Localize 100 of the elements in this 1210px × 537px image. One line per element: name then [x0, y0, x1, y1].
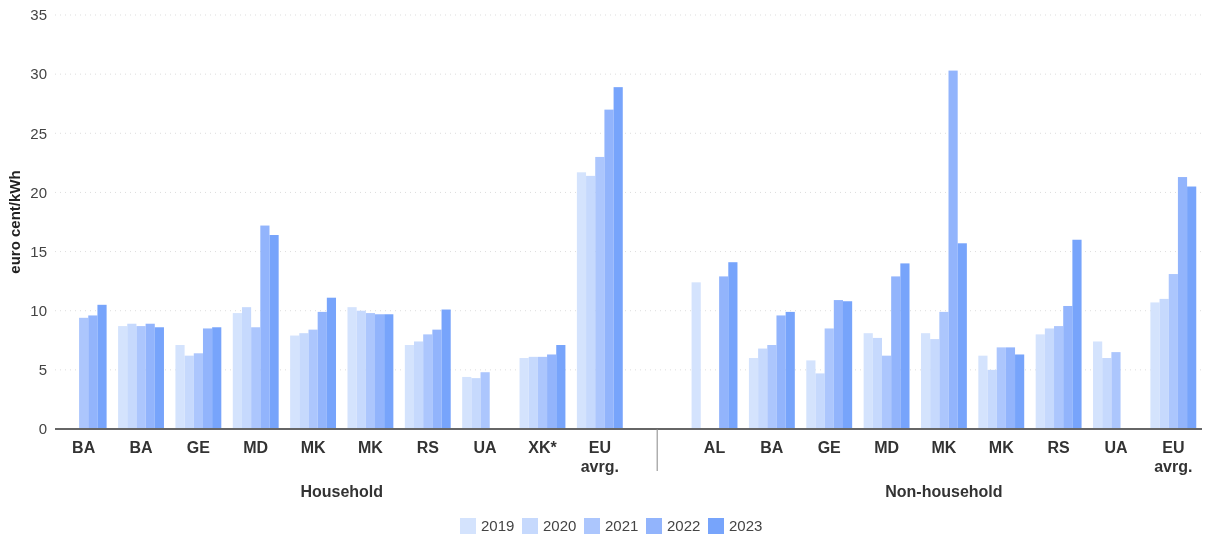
x-tick-label: MD [874, 439, 900, 456]
bar [1093, 341, 1103, 429]
x-tick-label: BA [72, 439, 96, 456]
bar [891, 276, 901, 429]
bar [202, 328, 213, 429]
legend-label: 2021 [605, 517, 639, 535]
bar [728, 262, 738, 429]
x-tick-label: RS [1047, 439, 1071, 456]
bar [1063, 305, 1073, 429]
bar [347, 307, 357, 429]
bar [996, 347, 1006, 429]
bar [317, 311, 327, 429]
y-tick-label: 25 [30, 124, 47, 142]
x-tick-label: GE [817, 439, 842, 456]
bar [586, 175, 596, 429]
bar [595, 156, 605, 429]
bar [1111, 352, 1121, 429]
bar [471, 378, 481, 429]
bar [604, 109, 614, 429]
bar [326, 297, 337, 429]
text: Household [300, 483, 384, 500]
x-tick-label: MD [243, 439, 269, 456]
bar [212, 327, 222, 429]
bar [613, 87, 623, 429]
bar [384, 314, 394, 429]
bar [691, 282, 701, 429]
x-tick-label: UA [1104, 439, 1128, 456]
bar [785, 311, 795, 429]
x-tick-label: UA [473, 439, 498, 456]
bar [758, 348, 768, 429]
bar [900, 263, 910, 429]
bar [375, 314, 385, 429]
bar [232, 313, 242, 429]
x-tick-label: XK* [528, 439, 558, 456]
bar [414, 341, 424, 429]
bar [184, 355, 194, 429]
bar [767, 345, 777, 429]
bar [556, 345, 566, 429]
bar [480, 372, 490, 429]
bar [547, 354, 557, 429]
bar [1035, 334, 1045, 429]
x-tick-label: EU avrg. [1154, 439, 1193, 475]
bar [79, 317, 89, 429]
x-tick-label: MK [357, 439, 384, 456]
legend-label: 2023 [729, 517, 763, 535]
bar [299, 333, 309, 429]
bar [576, 172, 587, 429]
bar [462, 376, 472, 429]
bar [987, 369, 997, 429]
bar [881, 355, 892, 429]
bar [833, 300, 843, 429]
text: Non-household [885, 483, 1003, 500]
bar [776, 315, 786, 429]
x-tick-label: EU avrg. [580, 439, 619, 475]
bar [519, 358, 529, 429]
bar [423, 334, 433, 429]
bar [1102, 358, 1112, 429]
bar [154, 327, 164, 429]
x-tick-label: GE [186, 439, 211, 456]
bar [1044, 328, 1055, 429]
bar [88, 315, 98, 429]
x-tick-label: BA [129, 439, 154, 456]
bar [404, 345, 415, 429]
y-tick-label: 10 [30, 301, 47, 319]
y-tick-label: 20 [30, 183, 47, 201]
bar [432, 329, 442, 429]
bar [1177, 177, 1188, 429]
y-tick-label: 35 [30, 6, 47, 24]
bar [193, 353, 203, 429]
bar [528, 356, 538, 429]
bar [97, 304, 107, 429]
legend-label: 2019 [481, 517, 515, 535]
bar [920, 333, 931, 429]
y-axis-title: euro cent/kWh [6, 170, 23, 274]
bar [145, 323, 155, 429]
x-tick-label: AL [703, 439, 726, 456]
bar [118, 326, 128, 429]
bar [1159, 298, 1169, 429]
bar [269, 235, 279, 429]
bar [748, 358, 759, 429]
legend-label: 2022 [667, 517, 701, 535]
bar [978, 355, 988, 429]
y-tick-label: 15 [30, 242, 47, 260]
bar [842, 301, 853, 429]
y-tick-label: 0 [38, 420, 47, 438]
x-tick-label: MK [300, 439, 326, 456]
bar [127, 323, 137, 429]
bar [957, 243, 967, 429]
bar [1072, 239, 1082, 429]
y-tick-label: 5 [38, 361, 47, 379]
bar [136, 326, 146, 429]
bar [1150, 302, 1160, 429]
bar [356, 310, 366, 429]
bar [824, 328, 834, 429]
bar [1005, 347, 1016, 429]
bar [719, 276, 729, 429]
bar [948, 70, 958, 429]
bar [365, 313, 376, 429]
bar [1015, 354, 1025, 429]
bar [939, 311, 949, 429]
